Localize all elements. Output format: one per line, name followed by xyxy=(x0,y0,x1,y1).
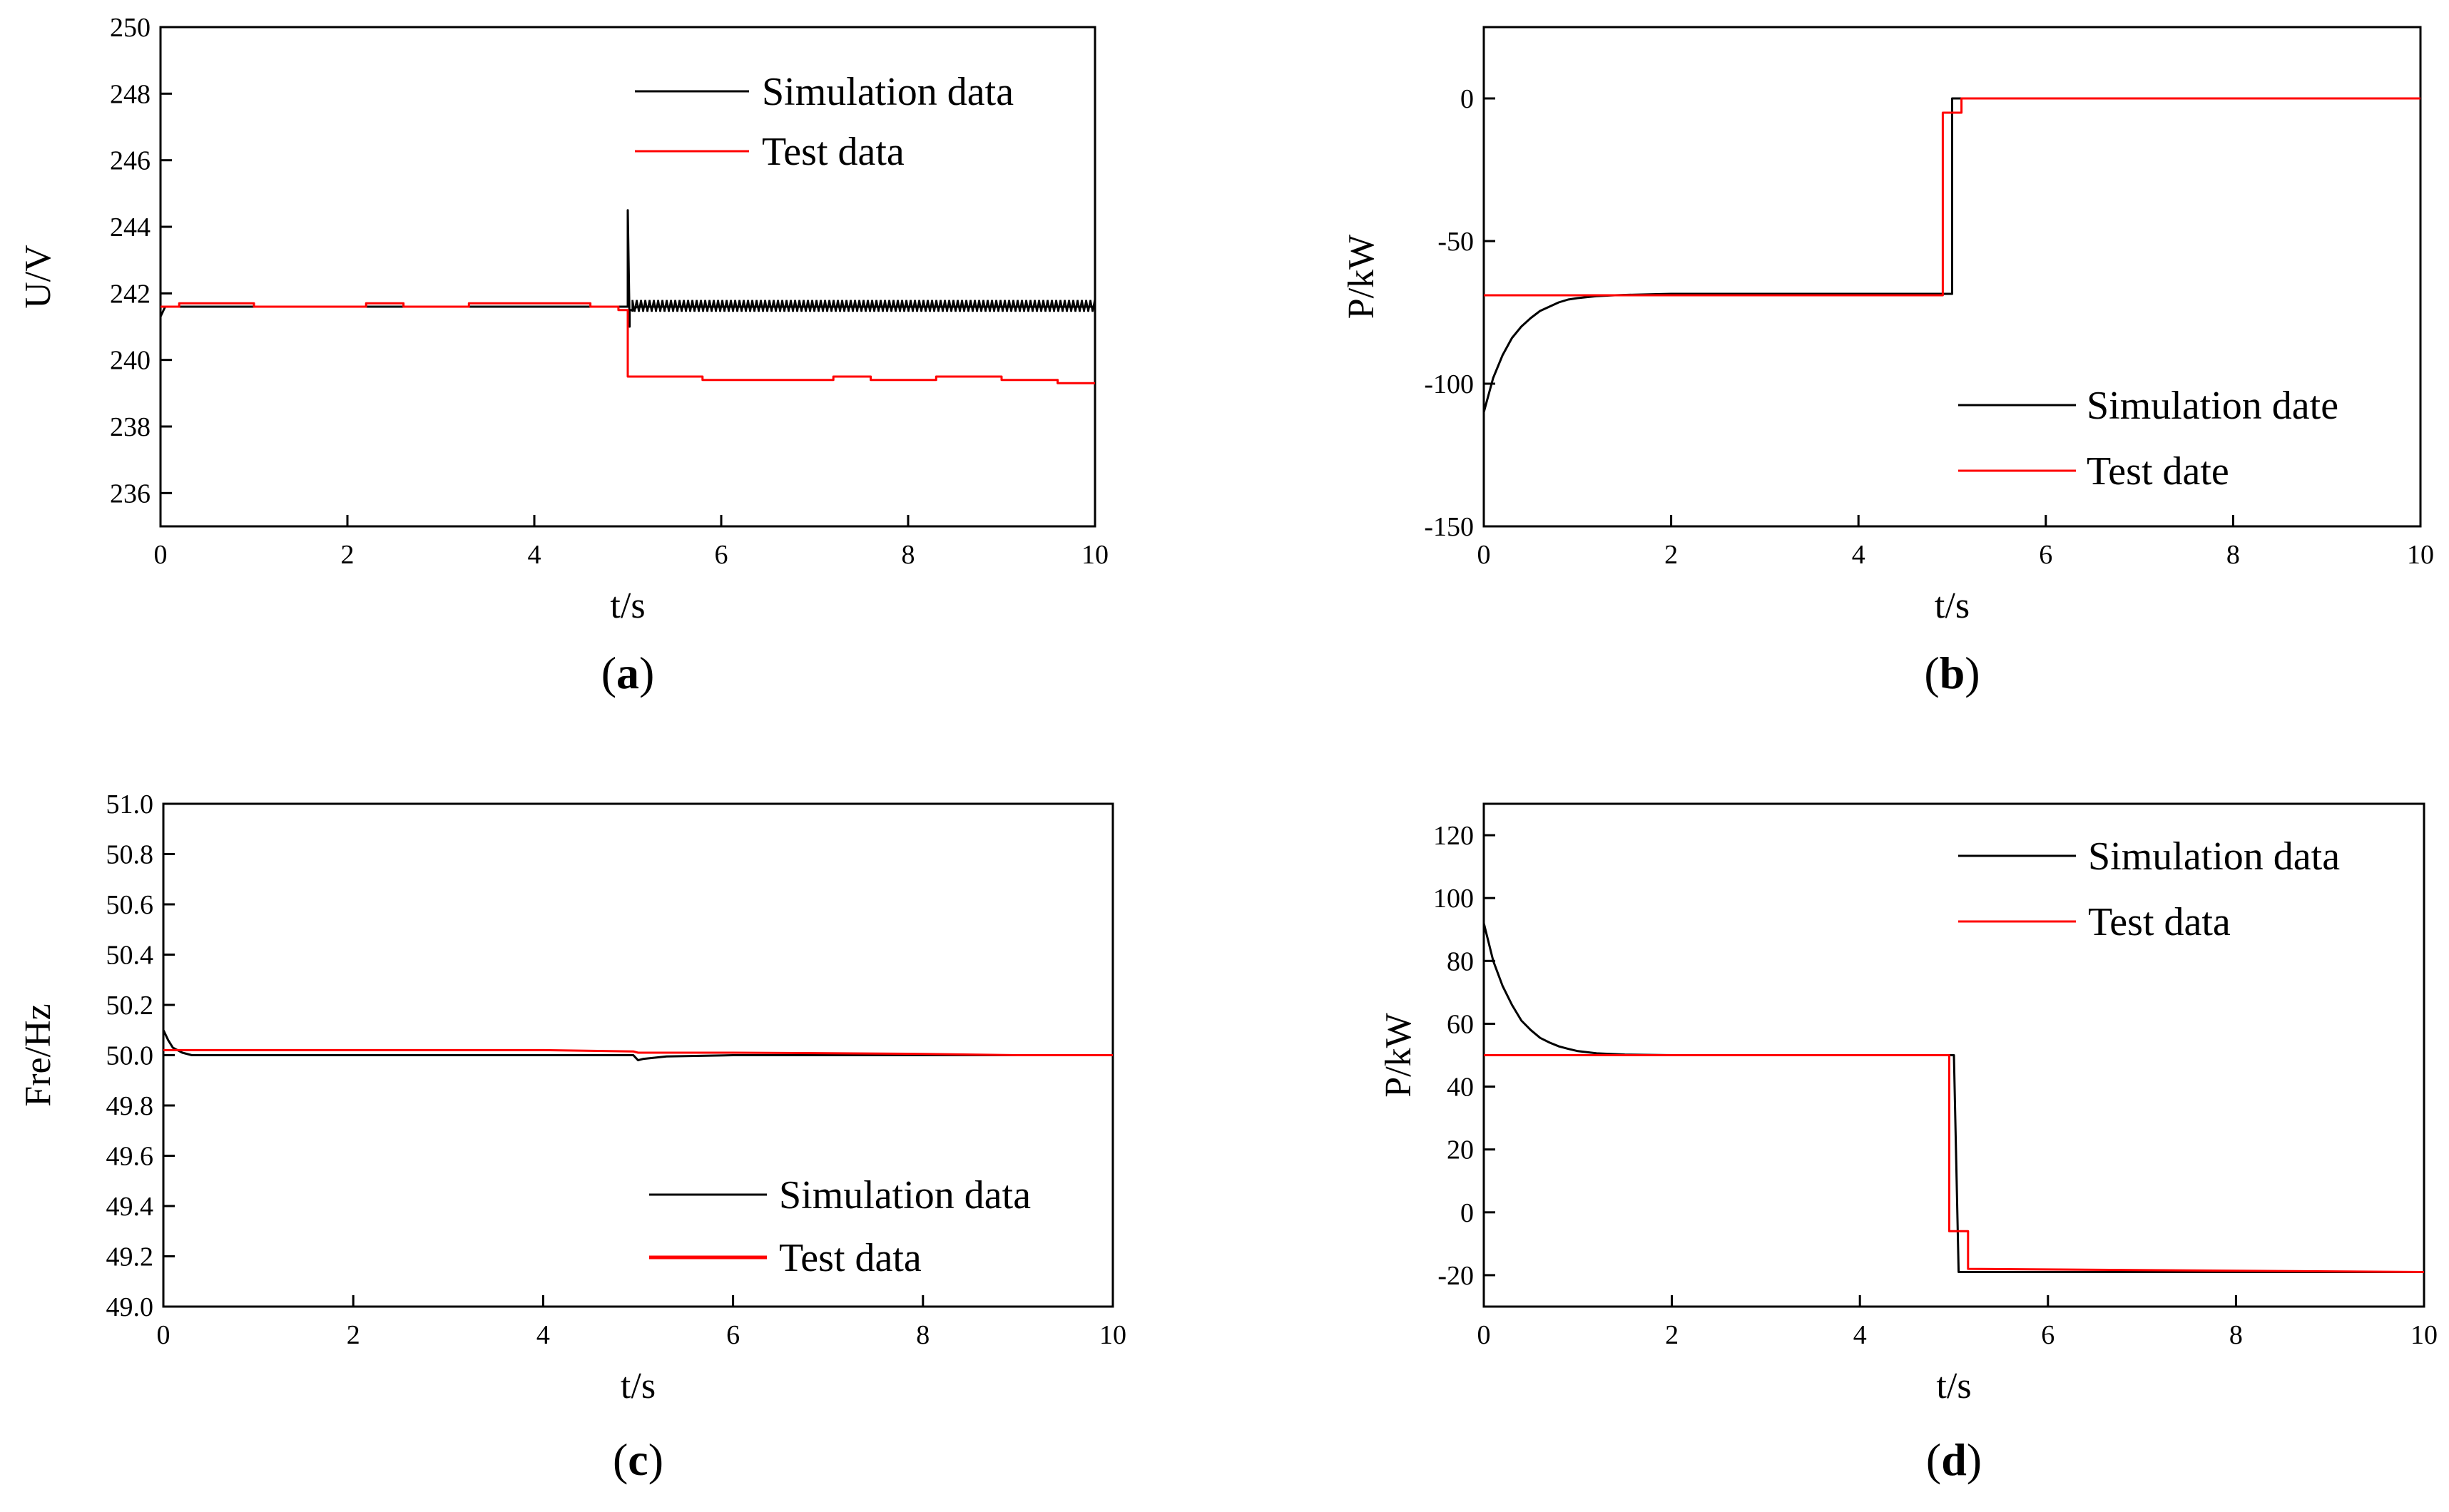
legend-label-simulation: Simulation data xyxy=(762,70,1014,114)
legend: Simulation data Test data xyxy=(1958,834,2340,944)
series-line-simulation xyxy=(163,1029,1113,1062)
y-tick-label: 51.0 xyxy=(106,790,154,819)
y-tick-label: -100 xyxy=(1424,369,1474,399)
y-tick-label: 80 xyxy=(1447,946,1474,976)
y-tick-label: 50.8 xyxy=(106,840,154,870)
chart-panel-b: 0 2 4 6 8 10 -150 -100 -50 0 t/s P/kW (b) Simulation … xyxy=(1341,26,2434,698)
series-line-test xyxy=(161,302,1095,384)
y-axis-title: P/kW xyxy=(1341,235,1382,319)
legend-label-simulation: Simulation date xyxy=(2087,384,2338,428)
series-line-test xyxy=(1484,97,2420,297)
legend: Simulation data Test data xyxy=(635,70,1014,174)
x-tick-label: 8 xyxy=(916,1320,930,1350)
x-tick-label: 2 xyxy=(341,540,355,570)
y-tick-label: 49.8 xyxy=(106,1091,154,1121)
plot-frame xyxy=(1482,26,2422,528)
x-tick-label: 4 xyxy=(1853,1320,1867,1350)
chart-panel-a: 0 2 4 6 8 10236238240242244246248250t/sU/V(a)… xyxy=(18,13,1109,698)
y-tick-label: 120 xyxy=(1433,821,1474,851)
plot-frame xyxy=(159,26,1096,528)
series-line-test xyxy=(1484,1054,2424,1273)
series-line-simulation xyxy=(1484,97,2420,413)
y-tick-label: 20 xyxy=(1447,1135,1474,1165)
x-tick-label: 8 xyxy=(2229,1320,2243,1350)
x-tick-label: 10 xyxy=(1081,540,1109,570)
series-line-simulation xyxy=(1484,923,2424,1273)
x-axis-title: t/s xyxy=(1935,586,1970,626)
y-tick-label: 0 xyxy=(1460,1198,1474,1228)
y-tick-label: 50.6 xyxy=(106,890,154,920)
y-tick-label: 49.4 xyxy=(106,1192,154,1222)
y-tick-label: -150 xyxy=(1424,512,1474,542)
y-tick-label: 236 xyxy=(110,479,151,509)
chart-panel-c: 0 2 4 6 8 10 49.0 49.2 49.4 49.6 49.8 50.0 50.2 50.4 5… xyxy=(18,790,1126,1485)
y-tick-label: 0 xyxy=(1460,84,1474,114)
y-tick-label: 50.0 xyxy=(106,1041,154,1071)
x-axis-title: t/s xyxy=(621,1366,656,1406)
y-tick-label: -50 xyxy=(1437,227,1474,257)
x-tick-label: 2 xyxy=(1665,1320,1679,1350)
x-axis-title: t/s xyxy=(1936,1366,1971,1406)
legend-label-simulation: Simulation data xyxy=(779,1173,1031,1217)
y-axis-title: Fre/Hz xyxy=(18,1003,58,1106)
x-tick-label: 2 xyxy=(347,1320,360,1350)
y-tick-label: 50.4 xyxy=(106,941,154,971)
x-tick-label: 0 xyxy=(157,1320,170,1350)
series-line-test xyxy=(163,1048,1113,1056)
panel-label: (b) xyxy=(1924,648,1980,698)
y-axis-title: P/kW xyxy=(1378,1013,1419,1097)
y-tick-label: 49.6 xyxy=(106,1142,154,1172)
x-tick-label: 6 xyxy=(2039,540,2052,570)
chart-panel-d: 0 2 4 6 8 10-20020406080100120t/sP/kW(d)Simul… xyxy=(1378,802,2438,1485)
panel-label: (c) xyxy=(613,1434,663,1485)
legend: Simulation data Test data xyxy=(649,1173,1031,1280)
y-tick-label: 242 xyxy=(110,279,151,309)
legend: Simulation date Test date xyxy=(1958,384,2338,494)
x-tick-label: 0 xyxy=(1477,540,1491,570)
x-tick-label: 10 xyxy=(1099,1320,1126,1350)
y-tick-label: 250 xyxy=(110,13,151,43)
panel-label: (a) xyxy=(601,648,655,698)
y-tick-label: 240 xyxy=(110,346,151,376)
x-tick-label: 0 xyxy=(1477,1320,1491,1350)
y-axis-title: U/V xyxy=(18,245,58,309)
data-area xyxy=(1484,97,2420,413)
y-tick-label: 49.0 xyxy=(106,1292,154,1322)
data-area xyxy=(1484,923,2424,1273)
y-tick-label: 40 xyxy=(1447,1073,1474,1103)
panel-label: (d) xyxy=(1926,1434,1982,1485)
legend-label-test: Test data xyxy=(779,1236,922,1280)
legend-label-test: Test date xyxy=(2087,449,2229,494)
y-tick-label: 60 xyxy=(1447,1009,1474,1039)
x-tick-label: 4 xyxy=(1852,540,1865,570)
y-tick-label: 248 xyxy=(110,79,151,109)
x-axis-title: t/s xyxy=(610,586,645,626)
y-tick-label: 244 xyxy=(110,213,151,242)
data-area xyxy=(163,1029,1113,1062)
x-tick-label: 0 xyxy=(154,540,168,570)
x-tick-label: 4 xyxy=(528,540,541,570)
legend-label-test: Test data xyxy=(762,130,905,174)
y-tick-label: 100 xyxy=(1433,884,1474,914)
x-tick-label: 6 xyxy=(726,1320,740,1350)
y-tick-label: 238 xyxy=(110,412,151,442)
legend-label-simulation: Simulation data xyxy=(2088,834,2340,879)
data-area xyxy=(161,209,1095,384)
x-tick-label: 10 xyxy=(2407,540,2434,570)
x-tick-label: 8 xyxy=(2226,540,2240,570)
x-tick-label: 2 xyxy=(1664,540,1678,570)
x-tick-label: 6 xyxy=(2041,1320,2055,1350)
y-tick-label: 49.2 xyxy=(106,1242,154,1272)
y-tick-label: 50.2 xyxy=(106,991,154,1021)
x-tick-label: 6 xyxy=(715,540,728,570)
legend-label-test: Test data xyxy=(2088,900,2231,944)
y-tick-label: 246 xyxy=(110,146,151,176)
y-tick-label: -20 xyxy=(1437,1261,1474,1291)
x-tick-label: 10 xyxy=(2410,1320,2438,1350)
x-tick-label: 4 xyxy=(536,1320,550,1350)
x-tick-label: 8 xyxy=(902,540,915,570)
